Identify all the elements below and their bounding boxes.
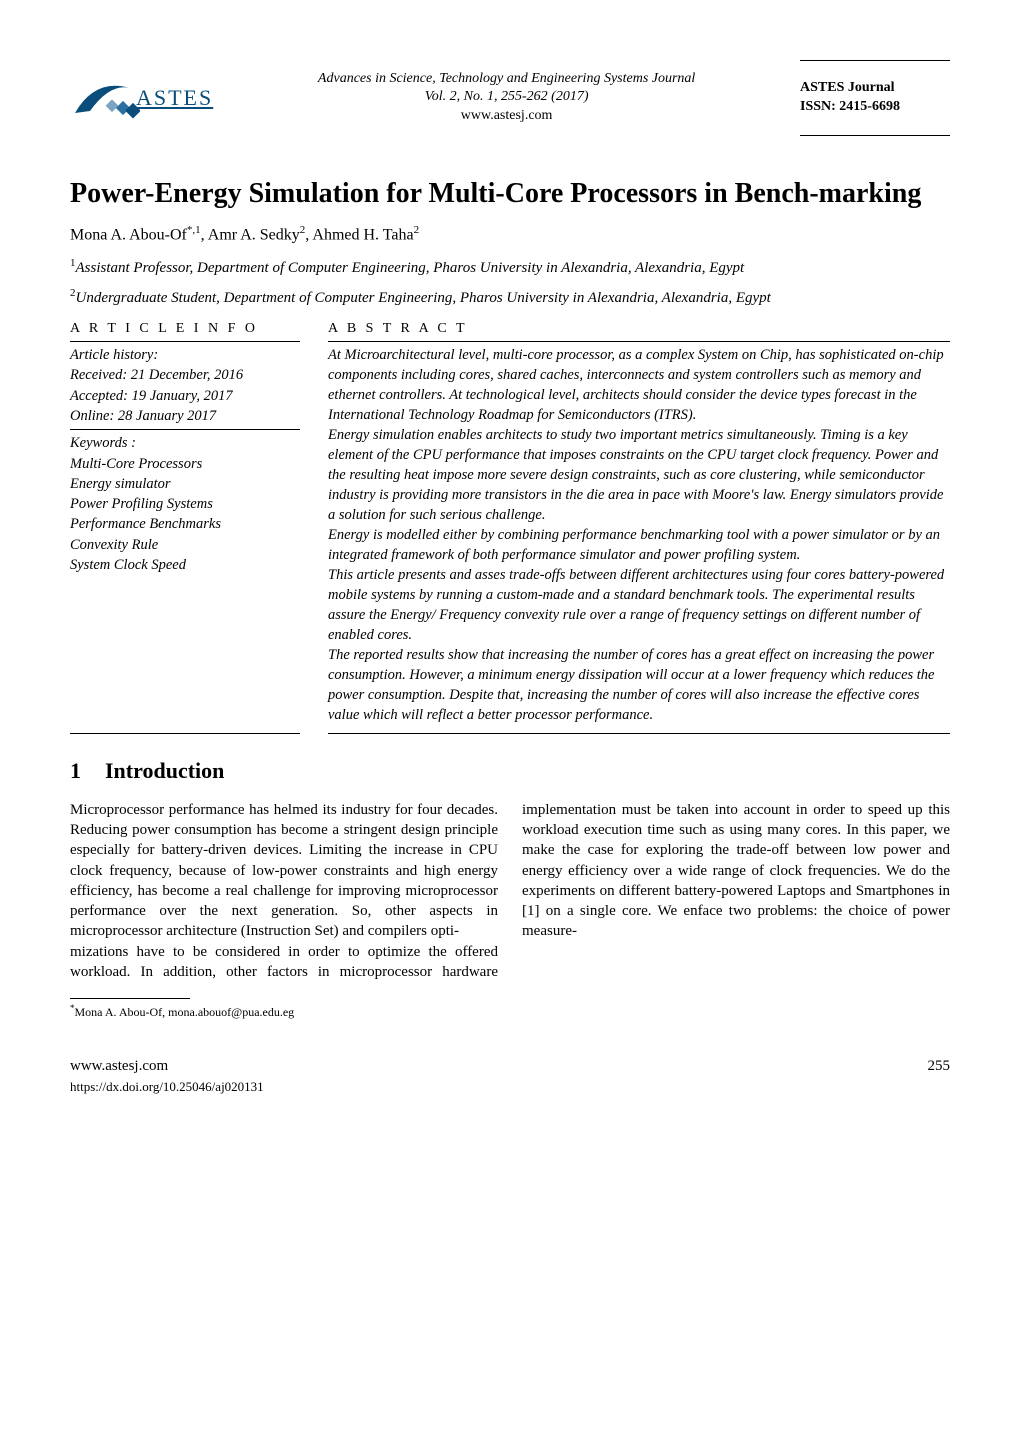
- keyword-4: Convexity Rule: [70, 535, 300, 555]
- affiliation-1: 1Assistant Professor, Department of Comp…: [70, 256, 950, 278]
- page-footer: www.astesj.com 255: [70, 1056, 950, 1076]
- journal-issn: ISSN: 2415-6698: [800, 98, 950, 117]
- keywords-block: Keywords : Multi-Core Processors Energy …: [70, 433, 300, 575]
- keywords-label: Keywords :: [70, 433, 300, 453]
- abstract-p0: At Microarchitectural level, multi-core …: [328, 345, 950, 425]
- abstract-column: A B S T R A C T At Microarchitectural le…: [328, 320, 950, 725]
- author-3: Ahmed H. Taha: [312, 226, 413, 243]
- keyword-0: Multi-Core Processors: [70, 454, 300, 474]
- keyword-2: Power Profiling Systems: [70, 494, 300, 514]
- article-info-heading: A R T I C L E I N F O: [70, 320, 300, 342]
- intro-paragraph-left: Microprocessor performance has helmed it…: [70, 800, 498, 942]
- keyword-1: Energy simulator: [70, 474, 300, 494]
- info-divider: [70, 429, 300, 430]
- doi-link[interactable]: https://dx.doi.org/10.25046/aj020131: [70, 1078, 950, 1096]
- corresponding-author-footnote: *Mona A. Abou-Of, mona.abouof@pua.edu.eg: [70, 1002, 950, 1020]
- section-1-title: Introduction: [105, 758, 224, 783]
- abstract-p2: Energy is modelled either by combining p…: [328, 525, 950, 565]
- abstract-text: At Microarchitectural level, multi-core …: [328, 345, 950, 725]
- page-header: ASTES Advances in Science, Technology an…: [70, 60, 950, 136]
- author-1-sup: *,1: [187, 224, 201, 236]
- abstract-p4: The reported results show that increasin…: [328, 645, 950, 725]
- affil-2-text: Undergraduate Student, Department of Com…: [76, 290, 771, 306]
- received-date: Received: 21 December, 2016: [70, 365, 300, 385]
- info-abstract-end-rules: [70, 733, 950, 734]
- affil-1-text: Assistant Professor, Department of Compu…: [76, 260, 745, 276]
- authors-line: Mona A. Abou-Of*,1, Amr A. Sedky2, Ahmed…: [70, 223, 950, 246]
- accepted-date: Accepted: 19 January, 2017: [70, 386, 300, 406]
- page-number: 255: [928, 1056, 951, 1076]
- online-date: Online: 28 January 2017: [70, 406, 300, 426]
- author-3-sup: 2: [414, 224, 420, 236]
- journal-meta-center: Advances in Science, Technology and Engi…: [213, 70, 800, 127]
- journal-website[interactable]: www.astesj.com: [233, 107, 780, 126]
- rule-left: [70, 733, 300, 734]
- body-two-column: Microprocessor performance has helmed it…: [70, 800, 950, 982]
- abstract-p1: Energy simulation enables architects to …: [328, 425, 950, 525]
- logo-block: ASTES: [70, 73, 213, 123]
- author-1: Mona A. Abou-Of: [70, 226, 187, 243]
- footnote-rule: [70, 998, 190, 999]
- article-history-block: Article history: Received: 21 December, …: [70, 345, 300, 426]
- info-abstract-row: A R T I C L E I N F O Article history: R…: [70, 320, 950, 725]
- astes-logo-icon: [70, 73, 140, 123]
- article-title: Power-Energy Simulation for Multi-Core P…: [70, 176, 950, 211]
- keyword-3: Performance Benchmarks: [70, 514, 300, 534]
- history-label: Article history:: [70, 345, 300, 365]
- journal-meta-right: ASTES Journal ISSN: 2415-6698: [800, 60, 950, 136]
- author-2: Amr A. Sedky: [208, 226, 300, 243]
- section-1-heading: 1 Introduction: [70, 756, 950, 786]
- section-1-number: 1: [70, 756, 81, 786]
- footer-website[interactable]: www.astesj.com: [70, 1056, 168, 1076]
- abstract-heading: A B S T R A C T: [328, 320, 950, 342]
- journal-name: Advances in Science, Technology and Engi…: [233, 70, 780, 89]
- logo-text: ASTES: [136, 83, 213, 113]
- footnote-text: Mona A. Abou-Of, mona.abouof@pua.edu.eg: [75, 1005, 295, 1019]
- affiliation-2: 2Undergraduate Student, Department of Co…: [70, 286, 950, 308]
- journal-volume: Vol. 2, No. 1, 255-262 (2017): [233, 88, 780, 107]
- journal-short-name: ASTES Journal: [800, 79, 950, 98]
- keyword-5: System Clock Speed: [70, 555, 300, 575]
- abstract-p3: This article presents and asses trade-of…: [328, 565, 950, 645]
- article-info-column: A R T I C L E I N F O Article history: R…: [70, 320, 300, 725]
- rule-right: [328, 733, 950, 734]
